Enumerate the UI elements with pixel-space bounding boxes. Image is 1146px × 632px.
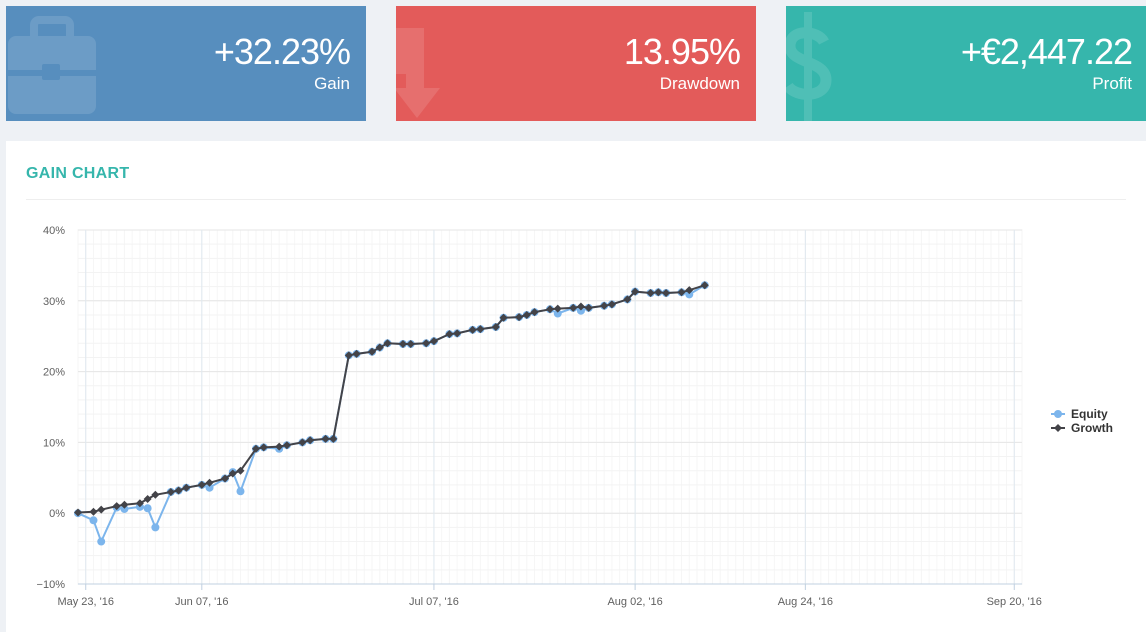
profit-label: Profit <box>1092 74 1132 93</box>
data-point-growth <box>700 281 709 290</box>
legend-marker-equity <box>1054 410 1062 418</box>
data-point-equity <box>205 483 214 492</box>
data-point-growth <box>282 441 291 450</box>
data-point-growth <box>383 339 392 348</box>
data-point-growth <box>236 466 245 475</box>
legend-label-growth: Growth <box>1071 421 1113 435</box>
legend-label-equity: Equity <box>1071 407 1108 421</box>
data-point-growth <box>352 349 361 358</box>
data-point-growth <box>429 337 438 346</box>
data-point-growth <box>576 302 585 311</box>
data-point-growth <box>221 474 230 483</box>
x-tick-label: Aug 24, '16 <box>778 596 833 608</box>
data-point-growth <box>205 478 214 487</box>
gain-card: +32.23% Gain <box>6 6 366 121</box>
data-point-growth <box>584 303 593 312</box>
data-point-growth <box>368 347 377 356</box>
data-point-growth <box>662 289 671 298</box>
data-point-growth <box>298 438 307 447</box>
data-point-growth <box>143 495 152 504</box>
data-point-equity <box>89 516 98 525</box>
y-tick-label: −10% <box>37 579 66 591</box>
data-point-growth <box>654 288 663 297</box>
data-point-growth <box>476 325 485 334</box>
data-point-growth <box>275 442 284 451</box>
drawdown-card: 13.95% Drawdown <box>396 6 756 121</box>
data-point-growth <box>306 436 315 445</box>
data-point-growth <box>182 483 191 492</box>
y-tick-label: 30% <box>43 296 65 308</box>
data-point-growth <box>259 443 268 452</box>
data-point-growth <box>321 434 330 443</box>
data-point-growth <box>197 480 206 489</box>
gain-value: +32.23% <box>213 31 351 72</box>
data-point-growth <box>569 303 578 312</box>
x-tick-label: May 23, '16 <box>57 596 114 608</box>
data-point-growth <box>166 487 175 496</box>
drawdown-value: 13.95% <box>623 31 741 72</box>
data-point-growth <box>329 434 338 443</box>
data-point-growth <box>468 325 477 334</box>
data-point-equity <box>151 523 160 532</box>
data-point-growth <box>646 289 655 298</box>
data-point-growth <box>375 343 384 352</box>
briefcase-icon <box>8 16 96 114</box>
x-tick-label: Jun 07, '16 <box>175 596 228 608</box>
data-point-equity <box>685 290 694 299</box>
y-tick-label: 20% <box>43 367 65 379</box>
x-tick-label: Aug 02, '16 <box>607 596 662 608</box>
data-point-growth <box>174 486 183 495</box>
data-point-equity <box>553 309 562 318</box>
data-point-growth <box>530 308 539 317</box>
data-point-growth <box>677 288 686 297</box>
legend-marker-growth <box>1054 424 1062 432</box>
data-point-growth <box>228 469 237 478</box>
y-tick-label: 10% <box>43 437 65 449</box>
data-point-growth <box>623 295 632 304</box>
data-point-growth <box>445 330 454 339</box>
data-point-equity <box>236 487 245 496</box>
data-point-growth <box>112 502 121 511</box>
data-point-equity <box>97 537 106 546</box>
x-tick-label: Jul 07, '16 <box>409 596 459 608</box>
data-point-growth <box>344 351 353 360</box>
data-point-growth <box>251 444 260 453</box>
dollar-icon <box>786 12 832 121</box>
data-point-growth <box>631 287 640 296</box>
data-point-growth <box>151 490 160 499</box>
data-point-growth <box>600 301 609 310</box>
data-point-growth <box>546 305 554 314</box>
y-tick-label: 40% <box>43 225 65 237</box>
data-point-equity <box>143 504 152 513</box>
data-point-equity <box>120 504 129 513</box>
data-point-growth <box>398 339 407 348</box>
drawdown-label: Drawdown <box>659 74 740 93</box>
arrow-down-icon <box>396 28 440 118</box>
data-point-growth <box>422 339 431 348</box>
gain-label: Gain <box>314 74 350 93</box>
data-point-growth <box>120 500 129 509</box>
data-point-growth <box>89 507 98 516</box>
data-point-growth <box>499 313 508 322</box>
x-tick-label: Sep 20, '16 <box>987 596 1042 608</box>
profit-card: +€2,447.22 Profit <box>786 6 1146 121</box>
data-point-growth <box>97 505 106 514</box>
data-point-equity <box>576 306 585 315</box>
data-point-growth <box>135 499 144 508</box>
data-point-growth <box>74 508 82 517</box>
profit-value: +€2,447.22 <box>960 31 1133 72</box>
data-point-growth <box>406 339 415 348</box>
data-point-growth <box>607 300 616 309</box>
data-point-growth <box>553 304 562 313</box>
panel-divider <box>26 199 1126 200</box>
panel-title: GAIN CHART <box>26 165 130 182</box>
data-point-growth <box>453 329 462 338</box>
data-point-growth <box>515 313 524 322</box>
y-tick-label: 0% <box>49 508 65 520</box>
data-point-growth <box>522 310 531 319</box>
data-point-growth <box>491 322 500 331</box>
data-point-growth <box>685 286 694 295</box>
